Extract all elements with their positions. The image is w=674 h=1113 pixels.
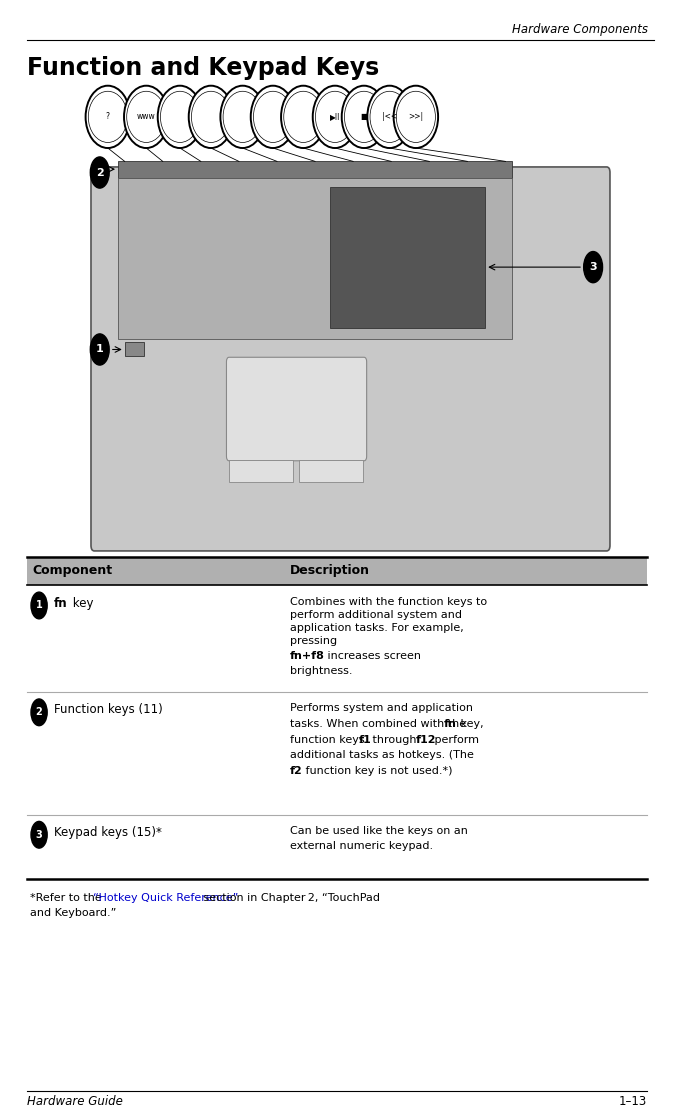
Text: Component: Component (32, 564, 113, 578)
FancyBboxPatch shape (226, 357, 367, 461)
Circle shape (90, 157, 109, 188)
Ellipse shape (367, 86, 412, 148)
Bar (330, 187, 485, 328)
Ellipse shape (281, 86, 326, 148)
Text: 1–13: 1–13 (619, 1095, 647, 1109)
Text: ?: ? (106, 112, 110, 121)
Ellipse shape (88, 91, 127, 142)
Ellipse shape (189, 86, 233, 148)
Ellipse shape (158, 86, 202, 148)
Bar (229, 460, 293, 482)
Text: 2: 2 (36, 708, 42, 717)
Bar (27, 556, 647, 585)
Text: function keys: function keys (290, 735, 368, 745)
Text: additional tasks as hotkeys. (The: additional tasks as hotkeys. (The (290, 750, 474, 760)
Ellipse shape (394, 86, 438, 148)
Circle shape (31, 592, 47, 619)
Bar (118, 178, 512, 339)
Circle shape (584, 252, 603, 283)
Text: Combines with the function keys to
perform additional system and
application tas: Combines with the function keys to perfo… (290, 597, 487, 646)
Ellipse shape (86, 86, 130, 148)
Ellipse shape (370, 91, 409, 142)
Text: fn+f8: fn+f8 (290, 651, 325, 661)
Ellipse shape (253, 91, 293, 142)
Text: “Hotkey Quick Reference”: “Hotkey Quick Reference” (93, 893, 239, 903)
Text: www: www (137, 112, 156, 121)
Ellipse shape (223, 91, 262, 142)
Text: section in Chapter 2, “TouchPad: section in Chapter 2, “TouchPad (200, 893, 379, 903)
Ellipse shape (284, 91, 323, 142)
Text: perform: perform (431, 735, 479, 745)
Ellipse shape (127, 91, 166, 142)
Ellipse shape (342, 86, 386, 148)
Ellipse shape (124, 86, 168, 148)
Text: function key is not used.*): function key is not used.*) (302, 766, 452, 776)
Ellipse shape (191, 91, 231, 142)
Circle shape (90, 334, 109, 365)
Text: 1: 1 (36, 601, 42, 610)
Ellipse shape (160, 91, 200, 142)
Circle shape (31, 821, 47, 848)
Ellipse shape (315, 91, 355, 142)
Text: |<<: |<< (382, 112, 397, 121)
Text: fn: fn (54, 597, 67, 610)
Text: Description: Description (290, 564, 370, 578)
Bar (299, 460, 363, 482)
Text: >>|: >>| (408, 112, 423, 121)
Text: external numeric keypad.: external numeric keypad. (290, 841, 433, 851)
Text: 3: 3 (36, 830, 42, 839)
Text: Keypad keys (15)*: Keypad keys (15)* (54, 826, 162, 839)
Text: f12: f12 (416, 735, 436, 745)
Text: fn: fn (443, 719, 456, 729)
FancyBboxPatch shape (91, 167, 610, 551)
Text: brightness.: brightness. (290, 666, 353, 676)
Ellipse shape (344, 91, 384, 142)
Text: f2: f2 (290, 766, 303, 776)
Text: f1: f1 (359, 735, 372, 745)
Text: ▶II: ▶II (330, 112, 340, 121)
Text: Can be used like the keys on an: Can be used like the keys on an (290, 826, 468, 836)
Ellipse shape (313, 86, 357, 148)
Text: increases screen: increases screen (324, 651, 421, 661)
Text: Hardware Components: Hardware Components (512, 22, 648, 36)
Ellipse shape (396, 91, 435, 142)
Bar (118, 161, 512, 178)
Text: *Refer to the: *Refer to the (30, 893, 105, 903)
Text: through: through (369, 735, 421, 745)
Text: Hardware Guide: Hardware Guide (27, 1095, 123, 1109)
Text: 2: 2 (96, 168, 104, 177)
Text: key,: key, (457, 719, 484, 729)
Text: key: key (69, 597, 93, 610)
Text: Function and Keypad Keys: Function and Keypad Keys (27, 56, 379, 80)
Text: 3: 3 (589, 263, 597, 272)
Text: Performs system and application: Performs system and application (290, 703, 473, 713)
Text: tasks. When combined with the: tasks. When combined with the (290, 719, 470, 729)
Circle shape (31, 699, 47, 726)
Text: and Keyboard.”: and Keyboard.” (30, 908, 116, 918)
Text: ■: ■ (361, 112, 367, 121)
Bar (125, 342, 144, 356)
Text: Function keys (11): Function keys (11) (54, 703, 162, 717)
Ellipse shape (220, 86, 265, 148)
Text: 1: 1 (96, 345, 104, 354)
Ellipse shape (251, 86, 295, 148)
